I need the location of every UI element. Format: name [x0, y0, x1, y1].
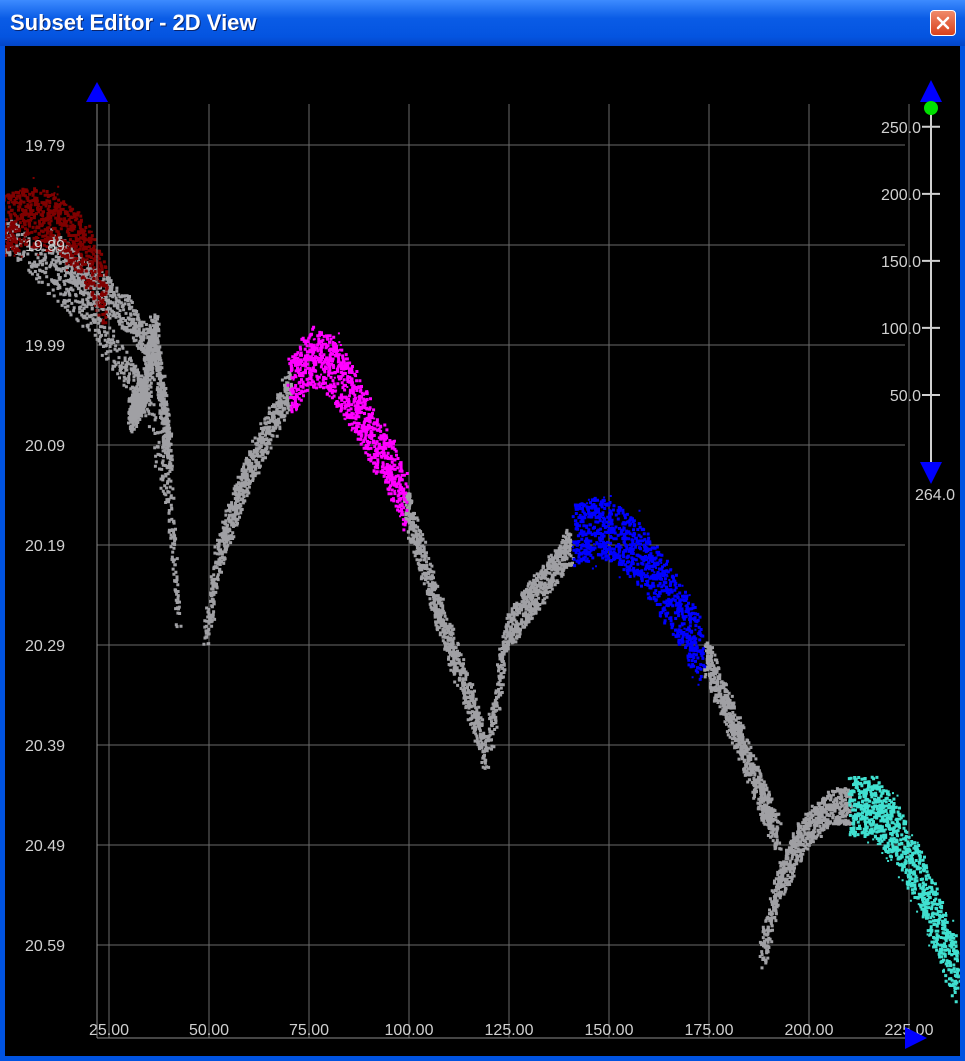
data-points — [5, 177, 960, 1004]
y-tick-label: 20.49 — [25, 838, 65, 855]
y-tick-label: 20.19 — [25, 538, 65, 555]
data-point-cluster — [571, 496, 707, 681]
close-icon — [936, 16, 950, 30]
x-axis-labels: 25.00 50.00 75.00 100.00 125.00 150.00 175.00 2… — [89, 1022, 934, 1039]
triangle-up-icon[interactable] — [86, 82, 108, 102]
x-tick-label: 200.00 — [785, 1022, 834, 1039]
y-tick-label: 19.79 — [25, 138, 65, 155]
scatter-chart[interactable]: 19.79 19.89 19.99 20.09 20.19 20.29 20.39 20.49… — [5, 46, 960, 1056]
x-tick-label: 50.00 — [189, 1022, 229, 1039]
y-tick-label: 20.39 — [25, 738, 65, 755]
series-points — [5, 219, 854, 970]
x-tick-label: 100.00 — [385, 1022, 434, 1039]
series-points — [571, 495, 707, 686]
y-axis-labels: 19.79 19.89 19.99 20.09 20.19 20.29 20.39 20.49… — [25, 138, 65, 955]
slider-tick-label: 100.0 — [881, 321, 921, 338]
circle-icon[interactable] — [924, 101, 938, 115]
data-point-cluster — [202, 371, 294, 646]
triangle-down-icon[interactable] — [920, 462, 942, 484]
axes — [86, 82, 927, 1049]
slider-tick-label: 150.0 — [881, 254, 921, 271]
grid — [97, 104, 910, 1038]
title-bar[interactable]: Subset Editor - 2D View — [0, 0, 965, 46]
x-tick-label: 75.00 — [289, 1022, 329, 1039]
triangle-right-icon[interactable] — [905, 1027, 927, 1049]
data-point-cluster — [703, 641, 783, 851]
triangle-up-icon[interactable] — [920, 80, 942, 102]
y-tick-label: 20.29 — [25, 638, 65, 655]
x-tick-label: 125.00 — [485, 1022, 534, 1039]
close-button[interactable] — [930, 10, 956, 36]
y-tick-label: 19.99 — [25, 338, 65, 355]
y-tick-label: 20.59 — [25, 938, 65, 955]
y-tick-label: 20.09 — [25, 438, 65, 455]
data-point-cluster — [402, 492, 491, 770]
data-point-cluster — [47, 228, 183, 629]
data-point-outliers — [5, 177, 97, 307]
y-tick-label: 19.89 — [25, 238, 65, 255]
plot-area[interactable]: 19.79 19.89 19.99 20.09 20.19 20.29 20.39 20.49… — [5, 46, 960, 1056]
slider-bottom-label: 264.0 — [915, 487, 955, 504]
depth-slider[interactable]: 250.0 200.0 150.0 100.0 50.0 264.0 — [881, 80, 955, 504]
series-points — [5, 177, 109, 325]
data-point-cluster — [847, 775, 960, 1004]
data-point-cluster — [5, 187, 109, 325]
slider-tick-label: 200.0 — [881, 187, 921, 204]
data-point-outliers — [289, 332, 403, 518]
data-point-cluster — [758, 787, 854, 970]
x-tick-label: 25.00 — [89, 1022, 129, 1039]
data-point-cluster — [486, 528, 575, 751]
x-tick-label: 175.00 — [685, 1022, 734, 1039]
series-points — [286, 325, 409, 532]
x-tick-label: 150.00 — [585, 1022, 634, 1039]
data-point-cluster — [127, 313, 174, 476]
window-title: Subset Editor - 2D View — [10, 10, 257, 35]
data-point-cluster — [286, 325, 409, 532]
slider-tick-label: 250.0 — [881, 120, 921, 137]
slider-tick-label: 50.0 — [890, 388, 921, 405]
series-points — [847, 775, 960, 1004]
